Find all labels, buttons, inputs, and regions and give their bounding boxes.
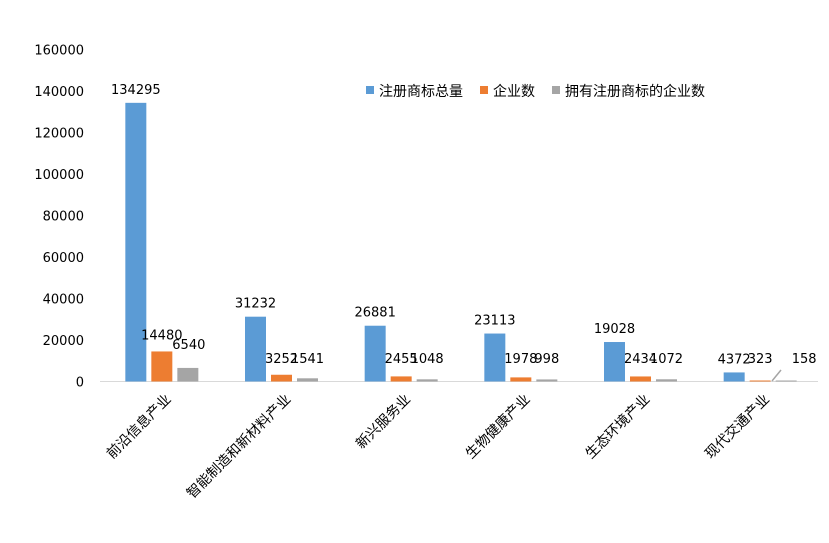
- legend-swatch-1: [480, 86, 488, 94]
- x-axis: 前沿信息产业 智能制造和新材料产业 新兴服务业 生物健康产业 生态环境产业 现代交通产业: [100, 381, 818, 502]
- bar-1-5: [749, 380, 771, 382]
- y-axis: 0 20000 40000 60000 80000 100000 120000 140000 1…: [34, 44, 84, 391]
- bar-2-1: [297, 378, 318, 382]
- legend-swatch-0: [366, 86, 374, 94]
- bar-2-2: [416, 379, 438, 382]
- y-tick-label: 20000: [43, 334, 84, 349]
- data-label-1-1: 3252: [265, 352, 298, 367]
- bar-1-3: [510, 377, 532, 382]
- x-tick-label-0: 前沿信息产业: [103, 391, 174, 462]
- data-label-1-5: 323: [748, 352, 773, 367]
- bar-1-2: [390, 376, 412, 382]
- bar-2-3: [536, 379, 558, 382]
- data-label-2-5: 158: [792, 352, 817, 367]
- data-label-0-4: 19028: [594, 322, 635, 337]
- y-tick-label: 160000: [34, 44, 84, 59]
- data-label-1-2: 2455: [385, 352, 418, 367]
- data-label-0-2: 26881: [354, 306, 395, 321]
- y-tick-label: 80000: [43, 210, 84, 225]
- bar-0-2: [364, 325, 386, 382]
- data-label-2-2: 1048: [411, 352, 444, 367]
- legend-label-0: 注册商标总量: [379, 84, 463, 100]
- data-label-0-5: 4372: [718, 352, 751, 367]
- x-tick-label-4: 生态环境产业: [583, 392, 654, 463]
- bar-2-4: [656, 379, 677, 382]
- bar-0-4: [604, 342, 625, 382]
- data-labels: 134295 31232 26881 23113 19028 4372 14480 3252 2…: [111, 83, 817, 382]
- bar-1-4: [630, 376, 651, 382]
- y-tick-label: 140000: [34, 85, 84, 100]
- x-tick-label-1: 智能制造和新材料产业: [184, 392, 294, 502]
- data-label-0-3: 23113: [474, 314, 515, 329]
- bar-2-5: [775, 380, 797, 382]
- y-tick-label: 40000: [43, 293, 84, 308]
- leader-line: [771, 369, 782, 382]
- data-label-2-0: 6540: [172, 338, 205, 353]
- bars: [125, 102, 797, 382]
- y-tick-label: 100000: [34, 168, 84, 183]
- x-tick-label-3: 生物健康产业: [462, 391, 533, 462]
- bar-0-1: [245, 316, 266, 382]
- bar-0-0: [125, 102, 147, 382]
- bar-0-3: [484, 333, 506, 382]
- data-label-0-1: 31232: [235, 297, 276, 312]
- bar-1-1: [271, 374, 292, 382]
- bar-2-0: [177, 367, 199, 382]
- x-tick-label-2: 新兴服务业: [353, 392, 414, 453]
- data-label-1-4: 2434: [624, 352, 657, 367]
- legend-label-1: 企业数: [493, 83, 535, 100]
- bar-1-0: [151, 351, 173, 382]
- data-label-2-1: 1541: [291, 352, 324, 367]
- data-label-1-0: 14480: [141, 328, 182, 343]
- y-tick-label: 120000: [34, 127, 84, 142]
- legend-label-2: 拥有注册商标的企业数: [565, 83, 705, 100]
- bar-0-5: [723, 372, 745, 382]
- x-tick-label-5: 现代交通产业: [702, 391, 773, 462]
- data-label-1-3: 1978: [504, 352, 537, 367]
- data-label-2-4: 1072: [650, 352, 683, 367]
- y-tick-label: 60000: [43, 251, 84, 266]
- y-tick-label: 0: [76, 376, 84, 391]
- legend-swatch-2: [552, 86, 560, 94]
- data-label-2-3: 998: [534, 352, 559, 367]
- legend: 注册商标总量 企业数 拥有注册商标的企业数: [366, 83, 705, 100]
- data-label-0-0: 134295: [111, 83, 161, 98]
